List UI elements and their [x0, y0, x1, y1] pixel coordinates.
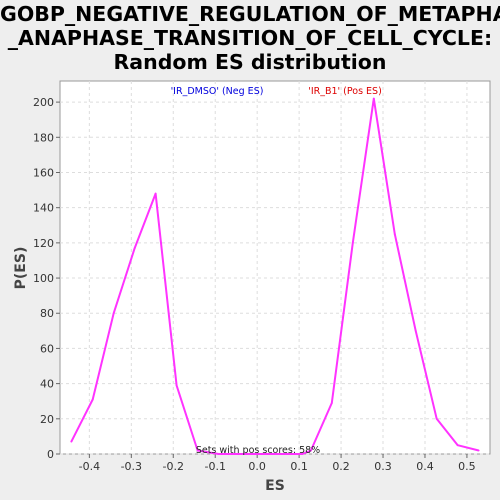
- pos-es-label: 'IR_B1' (Pos ES): [308, 86, 382, 97]
- x-tick-label: -0.3: [121, 460, 142, 473]
- y-tick-label: 180: [33, 131, 54, 144]
- data-point: [154, 192, 157, 195]
- data-point: [217, 453, 220, 455]
- data-point: [456, 444, 459, 447]
- data-point: [112, 312, 115, 315]
- data-point: [393, 233, 396, 235]
- x-axis-label: ES: [265, 478, 285, 494]
- plot-area: [59, 80, 491, 455]
- data-point: [70, 440, 73, 443]
- data-point: [309, 449, 312, 452]
- footer-note: Sets with pos scores: 58%: [196, 445, 320, 456]
- data-point: [301, 453, 304, 455]
- x-axis-ticks: -0.4 -0.3 -0.2 -0.1 0.0 0.1 0.2 0.3 0.4 0.5: [79, 454, 476, 473]
- data-point: [280, 453, 283, 455]
- y-tick-label: 140: [33, 202, 54, 215]
- neg-es-label: 'IR_DMSO' (Neg ES): [171, 86, 264, 97]
- series-layer: [70, 97, 480, 455]
- data-point: [91, 398, 94, 401]
- x-tick-label: 0.3: [374, 460, 392, 473]
- chart-title-line-1: GOBP_NEGATIVE_REGULATION_OF_METAPHASE: [0, 2, 500, 26]
- y-tick-label: 20: [40, 413, 54, 426]
- y-tick-label: 100: [33, 272, 54, 285]
- y-axis-ticks: 0 20 40 60 80 100 120 140 160 180 200: [33, 96, 60, 461]
- data-point: [477, 449, 480, 452]
- data-point: [330, 402, 333, 404]
- x-tick-label: 0.0: [248, 460, 266, 473]
- data-point: [238, 453, 241, 455]
- data-point: [133, 247, 136, 250]
- data-point: [259, 453, 262, 455]
- y-tick-label: 0: [47, 448, 54, 461]
- data-point: [372, 97, 375, 100]
- x-tick-label: 0.2: [332, 460, 350, 473]
- grid: [60, 81, 490, 455]
- y-tick-label: 200: [33, 96, 54, 109]
- chart-title: GOBP_NEGATIVE_REGULATION_OF_METAPHASE _A…: [0, 2, 500, 74]
- x-tick-label: -0.2: [163, 460, 184, 473]
- x-tick-label: -0.1: [204, 460, 225, 473]
- data-point: [196, 449, 199, 452]
- y-tick-label: 160: [33, 166, 54, 179]
- data-point: [175, 384, 178, 387]
- y-axis-label: P(ES): [13, 247, 29, 290]
- y-tick-label: 40: [40, 378, 54, 391]
- y-tick-label: 120: [33, 237, 54, 250]
- y-tick-label: 80: [40, 307, 54, 320]
- x-tick-label: 0.5: [458, 460, 476, 473]
- data-point: [414, 329, 417, 332]
- x-tick-label: 0.4: [416, 460, 434, 473]
- x-tick-label: 0.1: [290, 460, 308, 473]
- data-point: [435, 417, 438, 420]
- chart-title-line-2: _ANAPHASE_TRANSITION_OF_CELL_CYCLE:: [7, 26, 493, 50]
- x-tick-label: -0.4: [79, 460, 100, 473]
- chart-title-line-3: Random ES distribution: [113, 50, 387, 74]
- y-tick-label: 60: [40, 342, 54, 355]
- data-point: [351, 241, 354, 244]
